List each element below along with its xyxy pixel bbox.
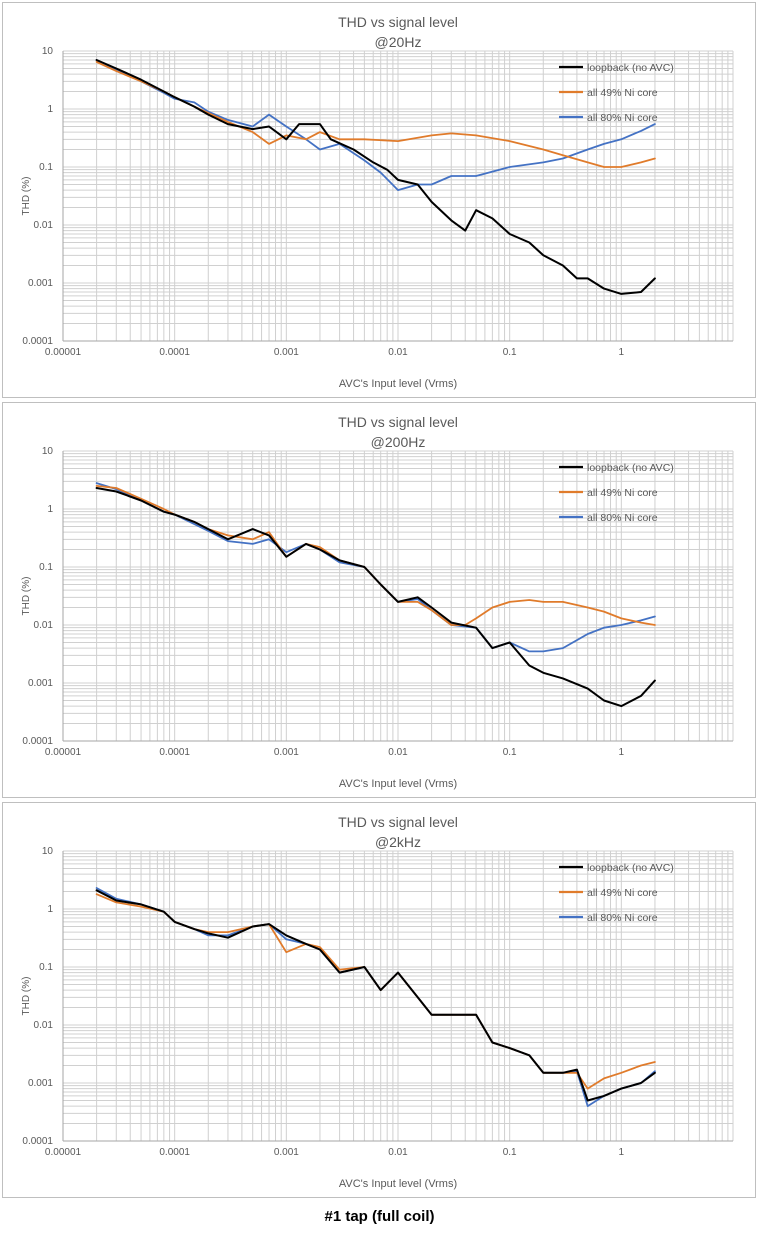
y-tick-label: 10	[42, 446, 54, 457]
x-tick-label: 0.1	[503, 1147, 517, 1158]
y-tick-label: 0.01	[34, 220, 54, 231]
y-axis-label: THD (%)	[21, 577, 32, 616]
chart-20hz: 0.00001 0.0001 0.001 0.01 0.1 10.00010.0010.0…	[21, 14, 734, 390]
x-tick-label: 0.001	[274, 1147, 299, 1158]
x-tick-label: 1	[619, 1147, 625, 1158]
legend: loopback (no AVC) all 49% Ni core all 80% …	[559, 862, 674, 924]
x-tick-label: 0.0001	[159, 347, 190, 358]
y-tick-label: 0.01	[34, 620, 54, 631]
grid	[62, 50, 734, 342]
x-tick-label: 0.00001	[45, 347, 82, 358]
grid	[62, 450, 734, 742]
x-axis-label: AVC's Input level (Vrms)	[339, 778, 457, 790]
chart-panel-20hz: 0.00001 0.0001 0.001 0.01 0.1 1 0.0001 0.001 0.0…	[2, 2, 756, 398]
legend-entry: all 49% Ni core	[587, 487, 658, 499]
legend: loopback (no AVC) all 49% Ni core all 80% …	[559, 462, 674, 524]
x-tick-label: 0.1	[503, 747, 517, 758]
y-axis-label: THD (%)	[21, 177, 32, 216]
figure-caption: #1 tap (full coil)	[324, 1208, 435, 1225]
chart-title: THD vs signal level	[338, 14, 458, 30]
x-tick-label: 0.00001	[45, 747, 82, 758]
x-tick-label: 0.01	[388, 347, 408, 358]
y-tick-label: 0.01	[34, 1020, 54, 1031]
chart-subtitle: @20Hz	[375, 34, 422, 50]
legend-entry: loopback (no AVC)	[587, 62, 674, 74]
x-tick-label: 0.001	[274, 347, 299, 358]
x-tick-label: 0.1	[503, 347, 517, 358]
legend-entry: loopback (no AVC)	[587, 462, 674, 474]
legend-entry: all 49% Ni core	[587, 887, 658, 899]
x-axis-label: AVC's Input level (Vrms)	[339, 378, 457, 390]
y-tick-label: 0.001	[28, 678, 53, 689]
y-tick-label: 0.0001	[22, 336, 53, 347]
y-tick-label: 0.001	[28, 278, 53, 289]
x-tick-label: 1	[619, 347, 625, 358]
chart-subtitle: @200Hz	[371, 434, 426, 450]
y-axis-label: THD (%)	[21, 977, 32, 1016]
legend-entry: all 80% Ni core	[587, 512, 658, 524]
chart-title: THD vs signal level	[338, 814, 458, 830]
chart-panel-200hz: 0.00001 0.0001 0.001 0.01 0.1 1 0.0001 0.001 0.0…	[2, 402, 756, 798]
legend-entry: all 80% Ni core	[587, 912, 658, 924]
x-tick-label: 0.0001	[159, 747, 190, 758]
chart-2khz: 0.00001 0.0001 0.001 0.01 0.1 10.00010.0010.0…	[21, 814, 734, 1190]
y-tick-label: 0.001	[28, 1078, 53, 1089]
chart-panel-2khz: 0.00001 0.0001 0.001 0.01 0.1 1 0.0001 0.001 0.0…	[2, 802, 756, 1198]
series-line-1	[95, 487, 656, 708]
y-tick-label: 0.1	[39, 162, 53, 173]
series-line-3	[95, 59, 656, 191]
y-tick-label: 0.1	[39, 962, 53, 973]
legend-entry: loopback (no AVC)	[587, 862, 674, 874]
y-tick-label: 1	[47, 904, 53, 915]
legend: loopback (no AVC) all 49% Ni core all 80% …	[559, 62, 674, 124]
x-tick-label: 0.0001	[159, 1147, 190, 1158]
y-tick-label: 10	[42, 46, 54, 57]
x-tick-label: 0.001	[274, 747, 299, 758]
x-tick-label: 0.01	[388, 747, 408, 758]
series-line-2	[95, 485, 656, 626]
y-tick-label: 0.1	[39, 562, 53, 573]
x-tick-label: 0.00001	[45, 1147, 82, 1158]
chart-200hz: 0.00001 0.0001 0.001 0.01 0.1 10.00010.0010.0…	[21, 414, 734, 790]
y-tick-label: 1	[47, 104, 53, 115]
y-tick-label: 0.0001	[22, 736, 53, 747]
chart-title: THD vs signal level	[338, 414, 458, 430]
y-tick-label: 10	[42, 846, 54, 857]
chart-subtitle: @2kHz	[375, 834, 421, 850]
series-line-1	[95, 889, 656, 1102]
y-tick-label: 0.0001	[22, 1136, 53, 1147]
series-line-1	[95, 59, 656, 295]
x-tick-label: 0.01	[388, 1147, 408, 1158]
legend-entry: all 49% Ni core	[587, 87, 658, 99]
legend-entry: all 80% Ni core	[587, 112, 658, 124]
x-tick-label: 1	[619, 747, 625, 758]
y-tick-label: 1	[47, 504, 53, 515]
x-axis-label: AVC's Input level (Vrms)	[339, 1178, 457, 1190]
